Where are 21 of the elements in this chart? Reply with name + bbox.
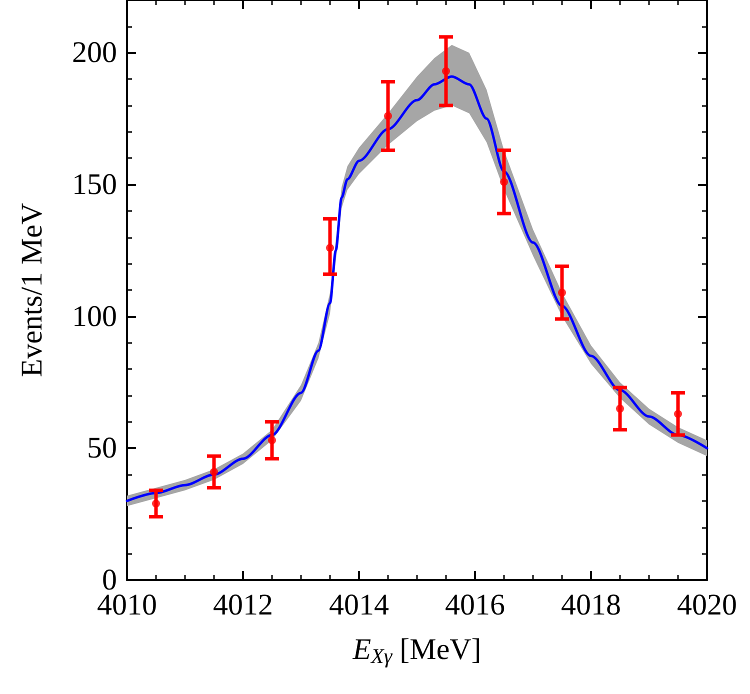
x-tick-label: 4020: [677, 588, 737, 622]
y-tick-label: 150: [72, 168, 117, 202]
x-tick-label: 4014: [329, 588, 389, 622]
y-axis-title: Events/1 MeV: [16, 202, 48, 378]
x-tick-label: 4016: [445, 588, 505, 622]
y-tick-label: 100: [72, 300, 117, 333]
point: [616, 404, 624, 413]
x-tick-label: 4018: [561, 588, 621, 622]
point: [326, 244, 334, 252]
point: [268, 436, 276, 444]
point: [384, 112, 392, 120]
y-tick-label: 200: [72, 36, 117, 70]
x-tick-label: 4012: [213, 588, 273, 622]
point: [210, 468, 218, 476]
point: [558, 288, 566, 297]
y-tick-label: 50: [87, 432, 117, 465]
x-tick-label: 4010: [97, 588, 157, 622]
point: [674, 410, 682, 418]
point: [442, 67, 450, 76]
point: [500, 178, 508, 186]
point: [152, 500, 160, 508]
